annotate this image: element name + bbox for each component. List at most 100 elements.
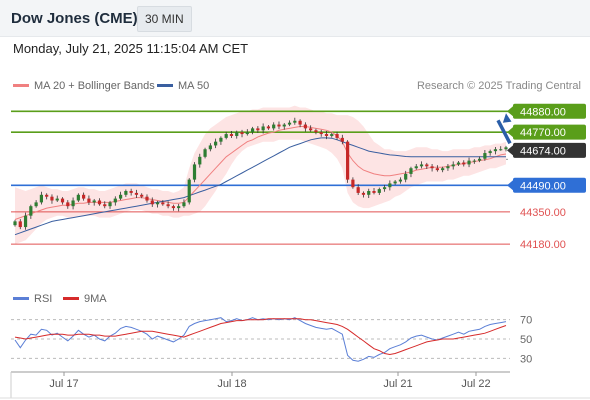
candle-body: [45, 194, 49, 197]
candle-body: [462, 162, 466, 165]
rsi-tick-label: 50: [520, 334, 532, 346]
candle-body: [118, 194, 123, 199]
datetime-label: Monday, July 21, 2025 11:15:04 AM CET: [13, 41, 249, 56]
legend-rsi: RSI: [13, 293, 52, 305]
rsi-label: RSI: [34, 293, 53, 305]
candle-body: [140, 194, 144, 197]
candle-body: [235, 132, 239, 136]
current-price-pointer: [507, 145, 513, 156]
level-label-resistance: 44880.00: [520, 106, 566, 118]
rsi-tick-label: 30: [520, 353, 532, 365]
candle-body: [103, 204, 107, 207]
candle-body: [367, 191, 371, 195]
candle-body: [92, 200, 96, 203]
candle-body: [261, 126, 265, 131]
candle-body: [55, 198, 59, 201]
candle-body: [23, 215, 28, 228]
candle-body: [335, 134, 339, 138]
current-price-tag: [513, 142, 586, 158]
level-label-resistance: 44770.00: [520, 127, 566, 139]
x-tick-label: Jul 22: [461, 378, 490, 390]
timeframe-button[interactable]: 30 MIN: [137, 6, 192, 32]
level-tag-pointer: [507, 180, 513, 191]
candle-body: [330, 134, 334, 136]
rsi-line: [14, 317, 507, 362]
candle-body: [382, 187, 387, 190]
candle-body: [293, 120, 297, 123]
candle-body: [171, 206, 175, 209]
rsi-9ma-line: [14, 318, 507, 356]
ma20-label: MA 20 + Bollinger Bands: [34, 80, 155, 92]
level-tag-pointer: [507, 127, 513, 138]
candle-body: [467, 160, 471, 165]
candle-body: [245, 132, 249, 135]
candle-body: [346, 141, 350, 180]
candle-body: [324, 134, 329, 136]
candle-body: [351, 179, 355, 188]
candle-body: [266, 126, 271, 129]
candle-body: [129, 191, 133, 193]
9ma-swatch: [63, 296, 79, 300]
candle-body: [430, 166, 434, 169]
candle-body: [272, 124, 276, 129]
candle-body: [224, 134, 228, 138]
instrument-title: Dow Jones (CME): [11, 10, 138, 27]
candle-body: [472, 160, 476, 162]
candle-body: [18, 221, 22, 228]
candle-body: [134, 192, 139, 195]
candle-body: [340, 137, 344, 142]
legend-9ma: 9MA: [63, 293, 107, 305]
x-tick-label: Jul 21: [383, 378, 412, 390]
candle-body: [409, 168, 413, 174]
candle-body: [483, 153, 487, 159]
candle-body: [187, 179, 191, 203]
candle-body: [419, 164, 424, 167]
candle-body: [150, 200, 154, 205]
candle-body: [451, 164, 455, 167]
candles: [13, 117, 508, 230]
legend-ma20: MA 20 + Bollinger Bands: [13, 80, 155, 92]
candle-body: [219, 137, 223, 142]
candle-body: [155, 202, 160, 205]
candle-body: [493, 149, 498, 152]
candle-body: [39, 194, 43, 203]
candle-body: [287, 122, 292, 125]
candle-body: [192, 164, 197, 180]
rsi-swatch: [13, 296, 29, 300]
level-label-pivot: 44490.00: [520, 180, 566, 192]
candle-body: [34, 202, 38, 207]
candle-body: [504, 147, 508, 150]
candle-body: [361, 192, 366, 195]
candle-body: [82, 194, 86, 199]
candle-body: [488, 151, 492, 154]
x-tick-label: Jul 18: [217, 378, 246, 390]
ma20-swatch: [13, 83, 29, 87]
candle-body: [13, 221, 17, 226]
current-price-label: 44674.00: [520, 145, 566, 157]
candle-body: [113, 198, 117, 203]
candle-body: [377, 189, 381, 193]
candle-body: [76, 194, 80, 201]
ma20-line: [14, 126, 507, 220]
candle-body: [182, 202, 186, 207]
candle-body: [277, 124, 281, 127]
credit-label: Research © 2025 Trading Central: [416, 80, 581, 92]
candle-body: [66, 202, 70, 207]
candle-body: [71, 200, 75, 207]
candle-body: [372, 191, 376, 193]
candle-body: [250, 128, 255, 133]
candle-body: [319, 132, 323, 135]
bollinger-band-area: [15, 105, 506, 245]
candle-body: [404, 173, 408, 180]
candle-body: [356, 187, 360, 193]
candle-body: [60, 198, 65, 203]
candle-body: [166, 204, 170, 207]
level-tag-resistance: [513, 103, 586, 119]
candle-body: [456, 162, 461, 165]
level-tag-resistance: [513, 124, 586, 140]
level-label-support: 44350.00: [520, 207, 566, 219]
candle-body: [198, 156, 202, 165]
candle-body: [256, 128, 260, 131]
candle-body: [208, 145, 212, 150]
